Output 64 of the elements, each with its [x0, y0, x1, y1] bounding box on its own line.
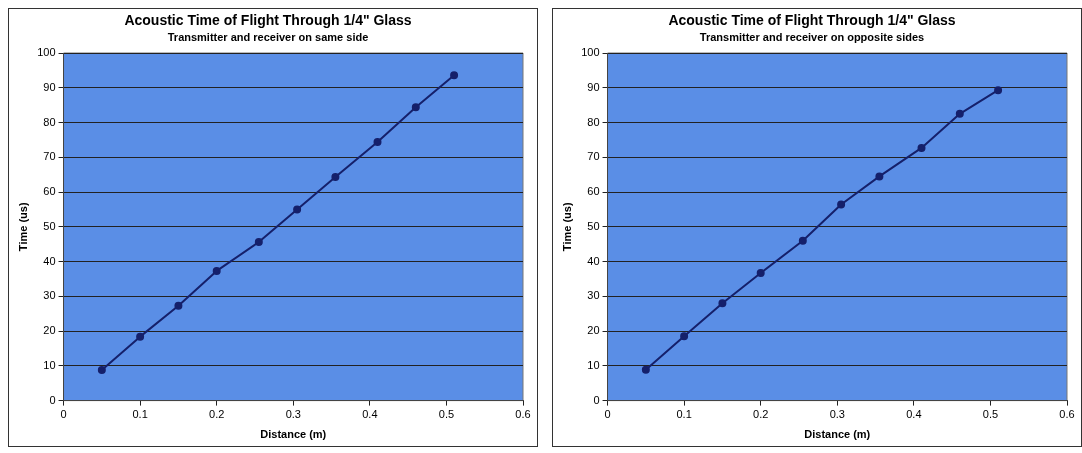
y-tick-label: 90: [43, 80, 56, 93]
point: [875, 172, 884, 181]
x-tick-label: 0.5: [438, 408, 455, 421]
x-tick-label: 0.5: [982, 408, 999, 421]
point: [373, 137, 382, 146]
y-tick-label: 20: [43, 324, 56, 337]
y-tick-label: 60: [587, 185, 600, 198]
y-tick-label: 30: [43, 289, 56, 302]
x-axis-title: Distance (m): [804, 428, 871, 441]
x-axis-title: Distance (m): [260, 428, 327, 441]
chart-subtitle: Transmitter and receiver on opposite sides: [699, 31, 925, 44]
point: [798, 236, 807, 245]
y-tick-label: 80: [587, 115, 600, 128]
y-tick-label: 10: [43, 358, 56, 371]
y-tick-label: 40: [587, 254, 600, 267]
y-tick-label: 0: [49, 393, 56, 406]
point: [837, 200, 846, 209]
point: [411, 103, 420, 112]
chart-title: Acoustic Time of Flight Through 1/4" Glass: [668, 12, 956, 29]
point: [136, 332, 145, 341]
y-tick-label: 60: [43, 185, 56, 198]
x-tick-label: 0.3: [285, 408, 301, 421]
point: [450, 71, 459, 80]
y-tick-label: 50: [587, 219, 600, 232]
y-tick-label: 100: [37, 46, 56, 59]
x-tick-label: 0: [604, 408, 611, 421]
x-tick-label: 0.1: [132, 408, 148, 421]
y-tick-label: 20: [587, 324, 600, 337]
x-tick-label: 0.6: [1059, 408, 1075, 421]
x-tick-label: 0.2: [209, 408, 225, 421]
point: [955, 109, 964, 118]
x-tick-label: 0.1: [676, 408, 692, 421]
point: [174, 301, 183, 310]
x-tick-label: 0.6: [515, 408, 531, 421]
chart-title: Acoustic Time of Flight Through 1/4" Glass: [124, 12, 412, 29]
y-tick-label: 30: [587, 289, 600, 302]
x-tick-label: 0.3: [829, 408, 845, 421]
y-tick-label: 80: [43, 115, 56, 128]
point: [680, 332, 689, 341]
point: [718, 299, 727, 308]
y-tick-label: 90: [587, 80, 600, 93]
point: [293, 205, 302, 214]
point: [331, 173, 340, 182]
y-tick-label: 0: [593, 393, 600, 406]
y-axis-title: Time (us): [560, 202, 573, 252]
point: [641, 365, 650, 374]
y-tick-label: 70: [587, 150, 600, 163]
y-tick-label: 10: [587, 358, 600, 371]
point: [994, 86, 1003, 95]
y-tick-label: 100: [581, 46, 600, 59]
y-axis-title: Time (us): [16, 202, 29, 252]
y-tick-label: 70: [43, 150, 56, 163]
point: [254, 238, 263, 247]
x-tick-label: 0: [60, 408, 67, 421]
y-tick-label: 50: [43, 219, 56, 232]
point: [756, 269, 765, 278]
point: [97, 366, 106, 375]
x-tick-label: 0.4: [362, 408, 378, 421]
point: [212, 266, 221, 275]
point: [917, 143, 926, 152]
x-tick-label: 0.2: [753, 408, 769, 421]
x-tick-label: 0.4: [906, 408, 922, 421]
y-tick-label: 40: [43, 254, 56, 267]
chart-subtitle: Transmitter and receiver on same side: [167, 31, 369, 44]
